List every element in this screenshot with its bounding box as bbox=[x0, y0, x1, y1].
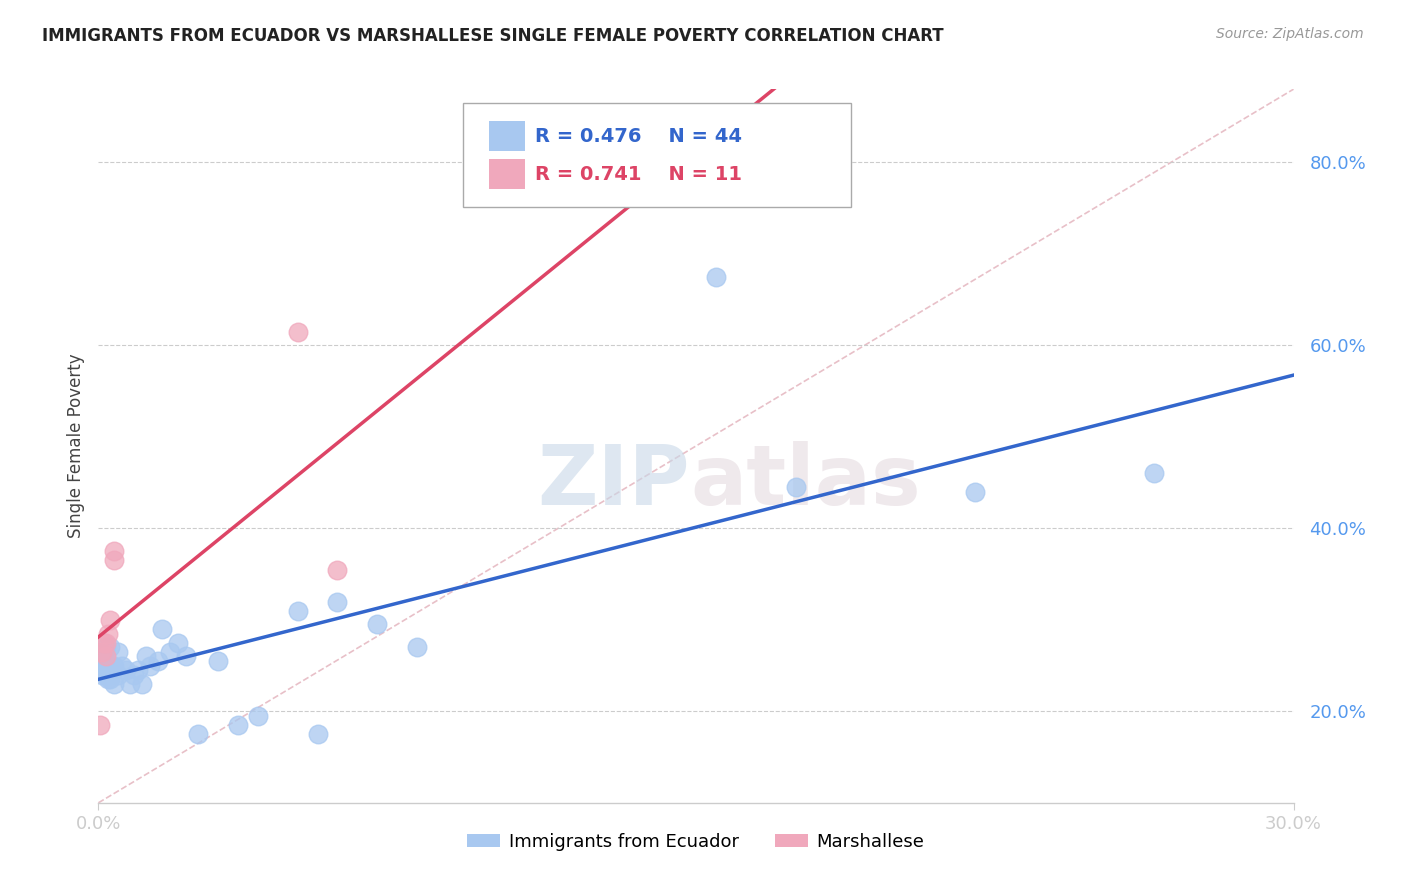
Point bbox=[107, 667, 129, 681]
Point bbox=[120, 677, 142, 691]
Point bbox=[704, 269, 727, 284]
Point bbox=[131, 677, 153, 691]
Point bbox=[91, 645, 114, 659]
Text: Source: ZipAtlas.com: Source: ZipAtlas.com bbox=[1216, 27, 1364, 41]
Point bbox=[96, 649, 118, 664]
Point bbox=[226, 718, 249, 732]
Point bbox=[103, 663, 125, 677]
Point bbox=[148, 654, 170, 668]
Point bbox=[963, 484, 986, 499]
Point bbox=[111, 658, 134, 673]
Point bbox=[97, 673, 120, 687]
Text: IMMIGRANTS FROM ECUADOR VS MARSHALLESE SINGLE FEMALE POVERTY CORRELATION CHART: IMMIGRANTS FROM ECUADOR VS MARSHALLESE S… bbox=[42, 27, 943, 45]
Point bbox=[98, 667, 122, 681]
Y-axis label: Single Female Poverty: Single Female Poverty bbox=[66, 354, 84, 538]
Point bbox=[785, 480, 807, 494]
Point bbox=[287, 604, 309, 618]
Text: atlas: atlas bbox=[690, 442, 921, 522]
Point bbox=[326, 562, 349, 576]
Point bbox=[89, 663, 111, 677]
Point bbox=[174, 649, 197, 664]
Point bbox=[326, 594, 349, 608]
Point bbox=[107, 645, 129, 659]
Point bbox=[91, 667, 114, 681]
Point bbox=[96, 640, 118, 655]
Point bbox=[98, 640, 122, 655]
FancyBboxPatch shape bbox=[463, 103, 852, 207]
Point bbox=[406, 640, 429, 655]
Point bbox=[98, 673, 122, 687]
Bar bbox=[489, 121, 524, 152]
Point bbox=[97, 626, 120, 640]
Bar bbox=[489, 159, 524, 189]
Point bbox=[207, 654, 229, 668]
Point bbox=[93, 636, 115, 650]
Point bbox=[103, 677, 125, 691]
Point bbox=[124, 667, 146, 681]
Text: R = 0.476    N = 44: R = 0.476 N = 44 bbox=[534, 127, 741, 145]
Point bbox=[96, 654, 118, 668]
Point bbox=[93, 658, 115, 673]
Point bbox=[139, 658, 162, 673]
Point bbox=[89, 718, 111, 732]
Point bbox=[127, 663, 149, 677]
Point bbox=[98, 613, 122, 627]
Point bbox=[96, 636, 118, 650]
Text: ZIP: ZIP bbox=[537, 442, 690, 522]
Point bbox=[307, 727, 329, 741]
Point bbox=[150, 622, 173, 636]
Point bbox=[246, 709, 269, 723]
Point bbox=[103, 553, 125, 567]
Point bbox=[167, 636, 190, 650]
Point bbox=[159, 645, 181, 659]
Text: R = 0.741    N = 11: R = 0.741 N = 11 bbox=[534, 165, 741, 184]
Point bbox=[135, 649, 157, 664]
Point bbox=[287, 325, 309, 339]
Point bbox=[91, 654, 114, 668]
Point bbox=[103, 544, 125, 558]
Point bbox=[103, 658, 125, 673]
Point bbox=[1143, 467, 1166, 481]
Point bbox=[93, 645, 115, 659]
Point bbox=[115, 663, 138, 677]
Point bbox=[96, 667, 118, 681]
Legend: Immigrants from Ecuador, Marshallese: Immigrants from Ecuador, Marshallese bbox=[460, 826, 932, 858]
Point bbox=[187, 727, 209, 741]
Point bbox=[366, 617, 388, 632]
Point bbox=[98, 658, 122, 673]
